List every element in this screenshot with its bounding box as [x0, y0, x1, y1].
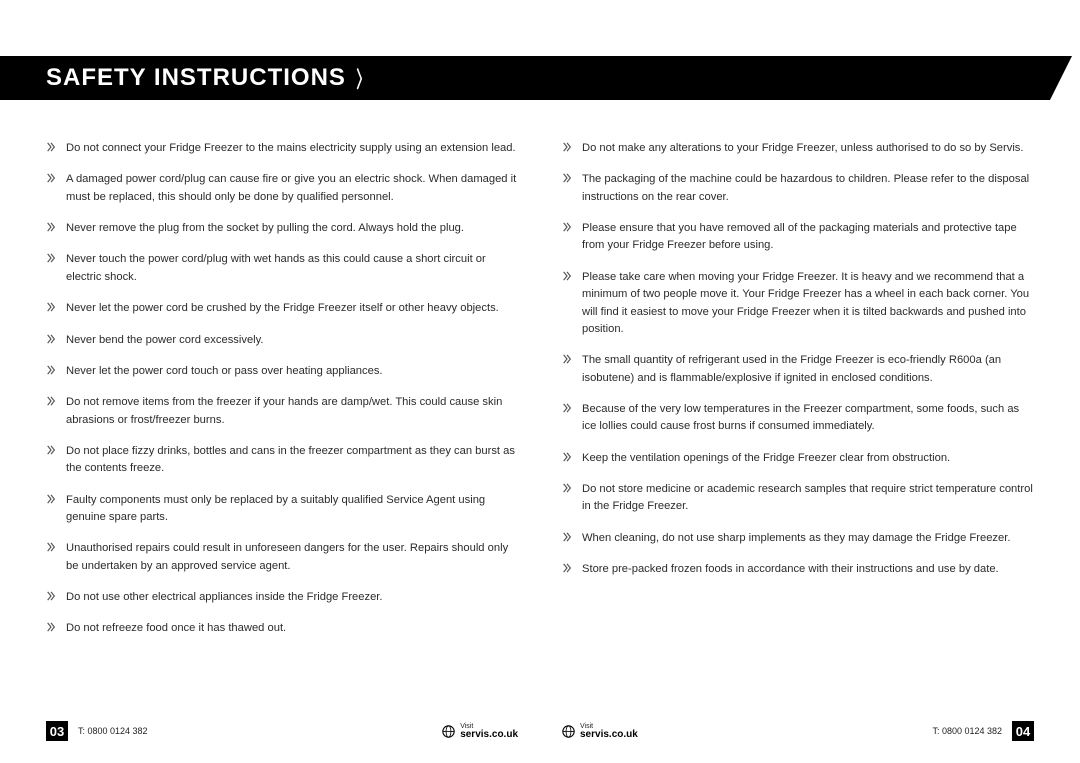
- double-chevron-icon: [562, 532, 576, 542]
- double-chevron-icon: [46, 445, 60, 455]
- list-item: Do not connect your Fridge Freezer to th…: [46, 140, 518, 157]
- double-chevron-icon: [46, 142, 60, 152]
- list-item: The small quantity of refrigerant used i…: [562, 352, 1034, 387]
- list-item: Never let the power cord touch or pass o…: [46, 363, 518, 380]
- double-chevron-icon: [46, 494, 60, 504]
- double-chevron-icon: [562, 142, 576, 152]
- footer-left: 03 T: 0800 0124 382 Visit servis.co.uk: [46, 721, 518, 741]
- list-item: Keep the ventilation openings of the Fri…: [562, 450, 1034, 467]
- list-item: Do not remove items from the freezer if …: [46, 394, 518, 429]
- page-number-left: 03: [46, 721, 68, 741]
- list-item-text: Do not remove items from the freezer if …: [60, 394, 518, 429]
- page-title: SAFETY INSTRUCTIONS: [46, 64, 346, 92]
- double-chevron-icon: [562, 483, 576, 493]
- visit-block-right: Visit servis.co.uk: [562, 723, 638, 740]
- list-item-text: When cleaning, do not use sharp implemen…: [576, 530, 1010, 547]
- list-item: Faulty components must only be replaced …: [46, 492, 518, 527]
- header-band: SAFETY INSTRUCTIONS 〉: [0, 56, 1050, 100]
- left-column: Do not connect your Fridge Freezer to th…: [46, 140, 518, 703]
- list-item: Never let the power cord be crushed by t…: [46, 300, 518, 317]
- list-item-text: Do not make any alterations to your Frid…: [576, 140, 1024, 157]
- list-item-text: Never let the power cord touch or pass o…: [60, 363, 383, 380]
- telephone-left: T: 0800 0124 382: [78, 726, 148, 736]
- list-item-text: Do not refreeze food once it has thawed …: [60, 620, 286, 637]
- double-chevron-icon: [46, 302, 60, 312]
- list-item: Do not place fizzy drinks, bottles and c…: [46, 443, 518, 478]
- list-item: Never remove the plug from the socket by…: [46, 220, 518, 237]
- list-item-text: Keep the ventilation openings of the Fri…: [576, 450, 950, 467]
- list-item: Please ensure that you have removed all …: [562, 220, 1034, 255]
- list-item-text: Never touch the power cord/plug with wet…: [60, 251, 518, 286]
- list-item-text: Please take care when moving your Fridge…: [576, 269, 1034, 338]
- double-chevron-icon: [562, 271, 576, 281]
- double-chevron-icon: [562, 452, 576, 462]
- page-number-right: 04: [1012, 721, 1034, 741]
- content-columns: Do not connect your Fridge Freezer to th…: [46, 140, 1034, 703]
- double-chevron-icon: [46, 365, 60, 375]
- double-chevron-icon: [46, 334, 60, 344]
- globe-icon: [562, 725, 575, 738]
- double-chevron-icon: [46, 222, 60, 232]
- list-item: Unauthorised repairs could result in unf…: [46, 540, 518, 575]
- double-chevron-icon: [562, 563, 576, 573]
- right-column: Do not make any alterations to your Frid…: [562, 140, 1034, 703]
- double-chevron-icon: [562, 173, 576, 183]
- list-item-text: Do not connect your Fridge Freezer to th…: [60, 140, 516, 157]
- list-item-text: The small quantity of refrigerant used i…: [576, 352, 1034, 387]
- list-item: Do not refreeze food once it has thawed …: [46, 620, 518, 637]
- list-item: The packaging of the machine could be ha…: [562, 171, 1034, 206]
- double-chevron-icon: [46, 622, 60, 632]
- list-item: Do not store medicine or academic resear…: [562, 481, 1034, 516]
- list-item: Never bend the power cord excessively.: [46, 332, 518, 349]
- list-item-text: Please ensure that you have removed all …: [576, 220, 1034, 255]
- double-chevron-icon: [46, 542, 60, 552]
- list-item-text: A damaged power cord/plug can cause fire…: [60, 171, 518, 206]
- double-chevron-icon: [562, 354, 576, 364]
- list-item: Do not make any alterations to your Frid…: [562, 140, 1034, 157]
- double-chevron-icon: [46, 591, 60, 601]
- footer: 03 T: 0800 0124 382 Visit servis.co.uk V…: [46, 721, 1034, 741]
- footer-right: Visit servis.co.uk T: 0800 0124 382 04: [562, 721, 1034, 741]
- globe-icon: [442, 725, 455, 738]
- list-item-text: Do not use other electrical appliances i…: [60, 589, 383, 606]
- double-chevron-icon: [46, 396, 60, 406]
- double-chevron-icon: [562, 403, 576, 413]
- list-item-text: The packaging of the machine could be ha…: [576, 171, 1034, 206]
- visit-url: servis.co.uk: [580, 730, 638, 740]
- list-item-text: Never remove the plug from the socket by…: [60, 220, 464, 237]
- double-chevron-icon: [46, 173, 60, 183]
- telephone-right: T: 0800 0124 382: [932, 726, 1002, 736]
- chevron-right-icon: 〉: [356, 62, 369, 94]
- list-item: Because of the very low temperatures in …: [562, 401, 1034, 436]
- visit-url: servis.co.uk: [460, 730, 518, 740]
- list-item: Please take care when moving your Fridge…: [562, 269, 1034, 338]
- list-item-text: Because of the very low temperatures in …: [576, 401, 1034, 436]
- list-item-text: Faulty components must only be replaced …: [60, 492, 518, 527]
- double-chevron-icon: [562, 222, 576, 232]
- visit-block-left: Visit servis.co.uk: [442, 723, 518, 740]
- list-item-text: Never bend the power cord excessively.: [60, 332, 264, 349]
- list-item-text: Do not place fizzy drinks, bottles and c…: [60, 443, 518, 478]
- list-item: Do not use other electrical appliances i…: [46, 589, 518, 606]
- list-item: A damaged power cord/plug can cause fire…: [46, 171, 518, 206]
- list-item-text: Do not store medicine or academic resear…: [576, 481, 1034, 516]
- list-item: Never touch the power cord/plug with wet…: [46, 251, 518, 286]
- list-item-text: Never let the power cord be crushed by t…: [60, 300, 499, 317]
- list-item: Store pre-packed frozen foods in accorda…: [562, 561, 1034, 578]
- list-item-text: Unauthorised repairs could result in unf…: [60, 540, 518, 575]
- double-chevron-icon: [46, 253, 60, 263]
- list-item-text: Store pre-packed frozen foods in accorda…: [576, 561, 999, 578]
- list-item: When cleaning, do not use sharp implemen…: [562, 530, 1034, 547]
